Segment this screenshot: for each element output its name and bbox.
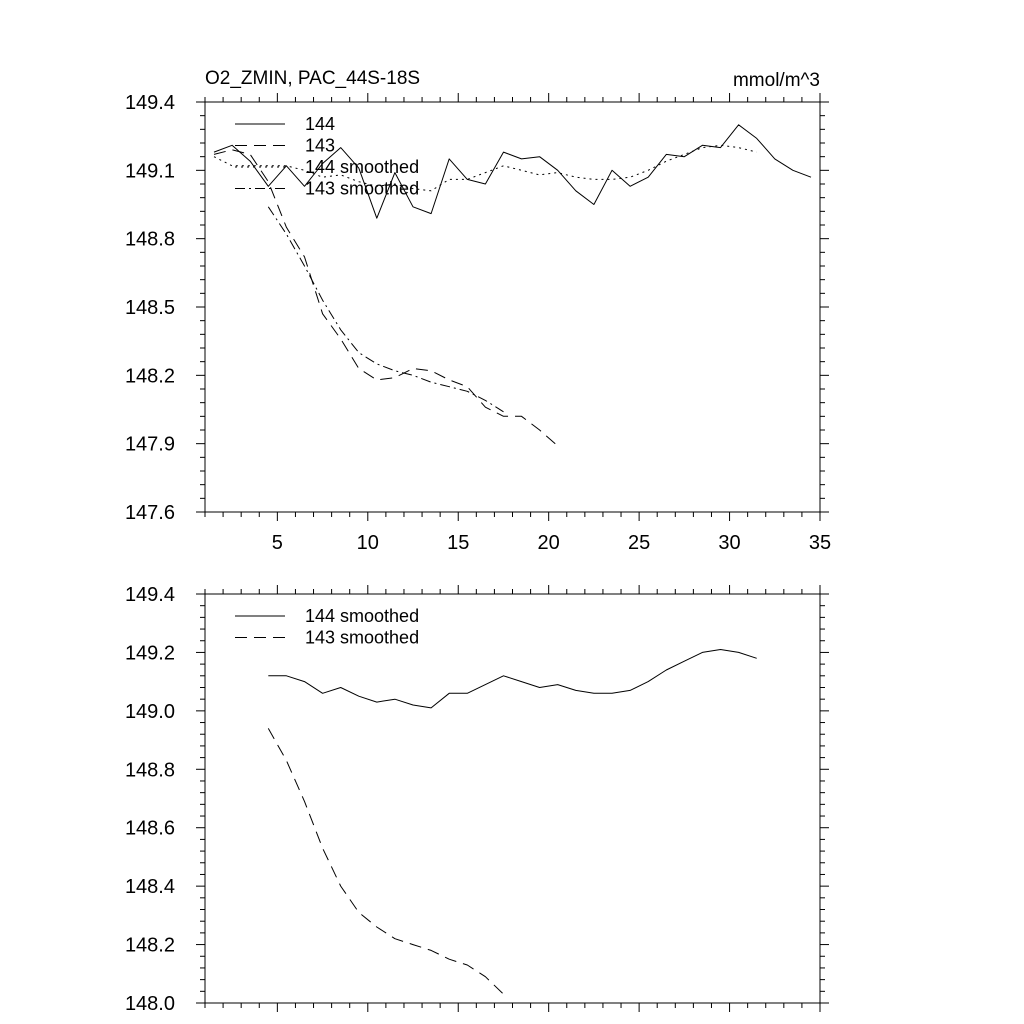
top-y-tick-label: 148.8 [125, 229, 175, 251]
top-x-tick-label: 35 [809, 532, 831, 554]
top-y-tick-label: 148.5 [125, 297, 175, 319]
top-x-tick-label: 30 [718, 532, 740, 554]
top-y-tick-label: 148.2 [125, 365, 175, 387]
top-y-tick-label: 147.6 [125, 502, 175, 524]
top-panel: O2_ZMIN, PAC_44S-18S mmol/m^3 5 10 15 20 25 3… [125, 68, 831, 554]
top-legend-label: 144 [305, 114, 335, 134]
bottom-y-tick-label: 148.6 [125, 818, 175, 840]
top-series-144-smoothed [213, 144, 757, 192]
bottom-y-tick-label: 149.4 [125, 584, 175, 606]
top-series-144 [213, 124, 812, 219]
top-legend-label: 144 smoothed [305, 157, 419, 177]
bottom-plot-frame [204, 593, 821, 1004]
top-x-tick-label: 10 [357, 532, 379, 554]
bottom-y-tick-label: 149.2 [125, 642, 175, 664]
top-x-tick-label: 25 [628, 532, 650, 554]
bottom-panel: 148.0 148.2 148.4 148.6 148.8 149.0 149.2 149.4… [125, 584, 829, 1015]
top-plot-frame [204, 101, 821, 513]
bottom-y-tick-label: 148.4 [125, 876, 175, 898]
bottom-y-tick-label: 148.8 [125, 759, 175, 781]
bottom-legend-label: 144 smoothed [305, 606, 419, 626]
top-legend-label: 143 smoothed [305, 179, 419, 199]
top-x-tick-label: 5 [272, 532, 283, 554]
bottom-y-tick-label: 149.0 [125, 701, 175, 723]
bottom-legend-label: 143 smoothed [305, 628, 419, 648]
bottom-y-tick-label: 148.0 [125, 993, 175, 1015]
bottom-series-144-smoothed [268, 649, 757, 709]
top-series-143-smoothed [267, 206, 504, 413]
top-y-tick-label: 149.1 [125, 160, 175, 182]
top-y-tick-label: 149.4 [125, 92, 175, 114]
bottom-series-143-smoothed [267, 728, 504, 995]
bottom-y-tick-label: 148.2 [125, 935, 175, 957]
top-chart-title: O2_ZMIN, PAC_44S-18S [205, 68, 420, 89]
top-x-tick-label: 20 [538, 532, 560, 554]
top-chart-units: mmol/m^3 [733, 70, 820, 91]
top-y-tick-label: 147.9 [125, 434, 175, 456]
top-series-143 [213, 149, 559, 447]
top-legend-label: 143 [305, 136, 335, 156]
top-x-tick-label: 15 [447, 532, 469, 554]
